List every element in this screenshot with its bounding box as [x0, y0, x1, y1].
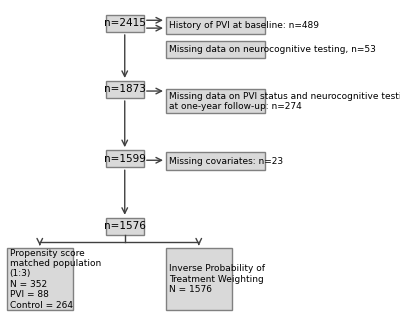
- FancyBboxPatch shape: [166, 17, 264, 34]
- FancyBboxPatch shape: [106, 15, 144, 32]
- FancyBboxPatch shape: [166, 89, 264, 113]
- FancyBboxPatch shape: [106, 218, 144, 235]
- Text: Propensity score
matched population
(1:3)
N = 352
PVI = 88
Control = 264: Propensity score matched population (1:3…: [10, 249, 101, 309]
- Text: History of PVI at baseline: n=489: History of PVI at baseline: n=489: [169, 21, 319, 30]
- Text: Inverse Probability of
Treatment Weighting
N = 1576: Inverse Probability of Treatment Weighti…: [169, 264, 265, 294]
- Text: Missing covariates: n=23: Missing covariates: n=23: [169, 157, 283, 166]
- FancyBboxPatch shape: [106, 81, 144, 98]
- Text: n=1599: n=1599: [104, 154, 146, 164]
- Text: Missing data on PVI status and neurocognitive testing
at one-year follow-up: n=2: Missing data on PVI status and neurocogn…: [169, 92, 400, 111]
- FancyBboxPatch shape: [106, 150, 144, 167]
- FancyBboxPatch shape: [7, 248, 73, 310]
- Text: n=1873: n=1873: [104, 85, 146, 94]
- FancyBboxPatch shape: [166, 248, 232, 310]
- Text: Missing data on neurocognitive testing, n=53: Missing data on neurocognitive testing, …: [169, 45, 376, 54]
- Text: n=1576: n=1576: [104, 221, 146, 231]
- Text: n=2415: n=2415: [104, 19, 146, 28]
- FancyBboxPatch shape: [166, 41, 264, 58]
- FancyBboxPatch shape: [166, 152, 264, 170]
